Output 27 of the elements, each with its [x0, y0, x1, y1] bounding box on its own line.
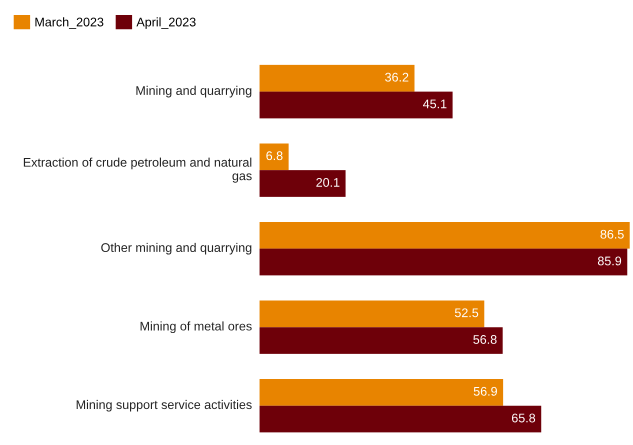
y-tick-label: Mining and quarrying	[136, 86, 252, 98]
bar	[260, 300, 484, 328]
y-tick-label: Mining of metal ores	[140, 321, 252, 334]
bar	[260, 170, 346, 197]
bar	[260, 143, 289, 170]
bar	[260, 248, 628, 276]
data-label: 85.9	[598, 256, 622, 266]
bar	[260, 222, 630, 249]
data-label: 86.5	[600, 230, 624, 239]
data-label: 52.5	[454, 308, 478, 318]
legend-label: March_2023	[35, 17, 104, 29]
y-tick-label: Extraction of crude petroleum and natural gas	[24, 158, 252, 183]
bar	[260, 327, 503, 354]
data-label: 20.1	[316, 178, 340, 187]
data-label: 36.2	[385, 72, 408, 82]
data-label: 45.1	[423, 100, 446, 108]
data-label: 56.8	[473, 335, 497, 344]
bar	[260, 406, 542, 432]
bar	[260, 92, 453, 118]
y-tick-label: Other mining and quarrying	[101, 242, 252, 255]
data-label: 65.8	[512, 414, 536, 422]
legend-label: April_2023	[136, 17, 196, 29]
bar	[260, 379, 504, 406]
y-tick-label: Mining support service activities	[76, 400, 252, 412]
data-label: 6.8	[266, 151, 283, 160]
bar	[260, 64, 414, 92]
data-label: 56.9	[474, 386, 497, 396]
